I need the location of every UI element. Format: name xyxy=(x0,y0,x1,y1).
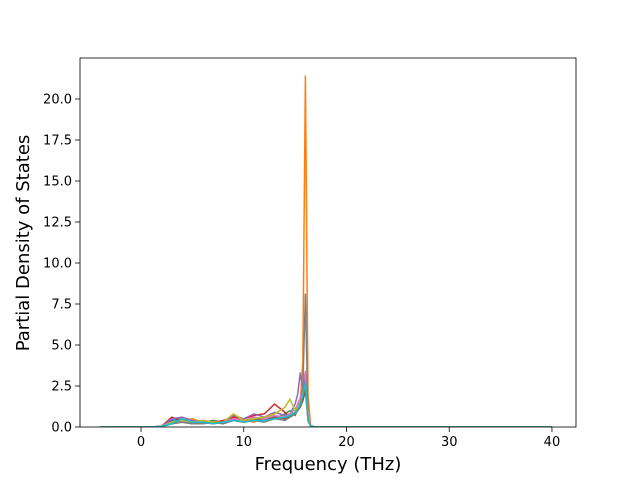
y-tick-label: 2.5 xyxy=(51,380,72,395)
y-tick-label: 20.0 xyxy=(43,93,72,108)
y-tick-label: 10.0 xyxy=(43,257,72,272)
x-tick-label: 40 xyxy=(544,435,561,450)
x-tick-label: 0 xyxy=(137,435,145,450)
x-axis-label: Frequency (THz) xyxy=(255,454,402,475)
plot-frame xyxy=(79,57,577,428)
y-tick-label: 7.5 xyxy=(51,298,72,313)
line xyxy=(99,293,552,427)
x-tick-label: 30 xyxy=(441,435,458,450)
y-tick-label: 12.5 xyxy=(43,216,72,231)
y-tick-label: 0.0 xyxy=(51,421,72,436)
y-axis-label: Partial Density of States xyxy=(13,135,34,352)
x-tick-label: 20 xyxy=(338,435,355,450)
y-tick-label: 17.5 xyxy=(43,134,72,149)
x-tick-label: 10 xyxy=(235,435,252,450)
line xyxy=(99,381,552,427)
y-tick-label: 5.0 xyxy=(51,339,72,354)
y-tick-label: 15.0 xyxy=(43,175,72,190)
